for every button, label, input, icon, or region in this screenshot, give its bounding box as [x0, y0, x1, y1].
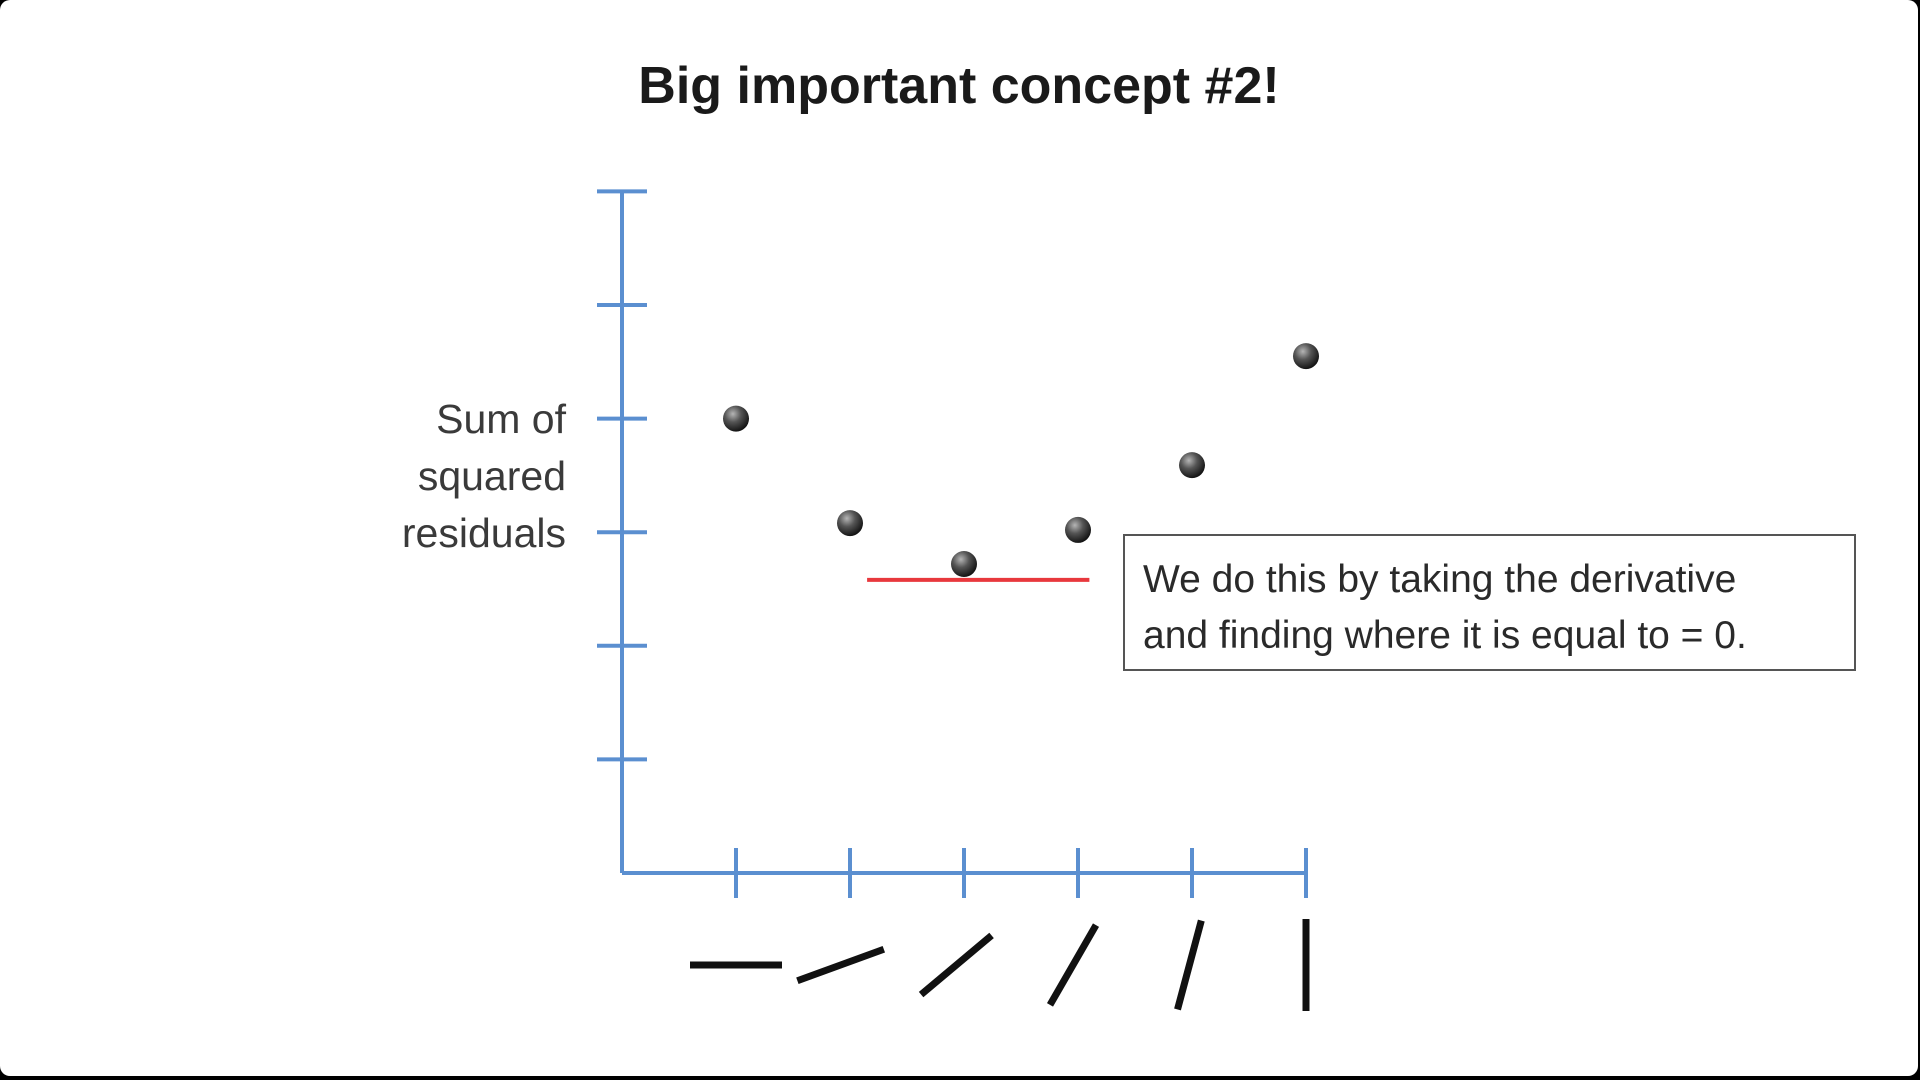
axes [620, 191, 1306, 875]
x-tick-glyph [918, 932, 994, 998]
callout-box: We do this by taking the derivative and … [1123, 534, 1856, 671]
data-point [1179, 452, 1205, 479]
x-tick-glyph [1174, 919, 1205, 1011]
x-tick-glyph [796, 945, 886, 985]
data-points [723, 343, 1319, 578]
data-point [723, 405, 749, 432]
data-point [1293, 343, 1319, 370]
y-axis-label-line: Sum of [436, 396, 566, 442]
slide-title: Big important concept #2! [638, 57, 1279, 115]
y-axis-label-line: squared [418, 453, 566, 499]
y-axis-label: Sum of squared residuals [402, 396, 567, 556]
data-point [951, 551, 977, 578]
y-ticks [597, 189, 647, 762]
callout-line: We do this by taking the derivative [1143, 558, 1736, 601]
data-point [837, 510, 863, 537]
x-tick-glyphs [690, 919, 1310, 1011]
data-point [1065, 516, 1091, 543]
x-tick-glyph [1046, 923, 1100, 1007]
callout-border [1123, 534, 1856, 671]
y-axis-label-line: residuals [402, 510, 566, 556]
x-ticks [734, 848, 1308, 898]
callout-line: and finding where it is equal to = 0. [1143, 614, 1747, 657]
